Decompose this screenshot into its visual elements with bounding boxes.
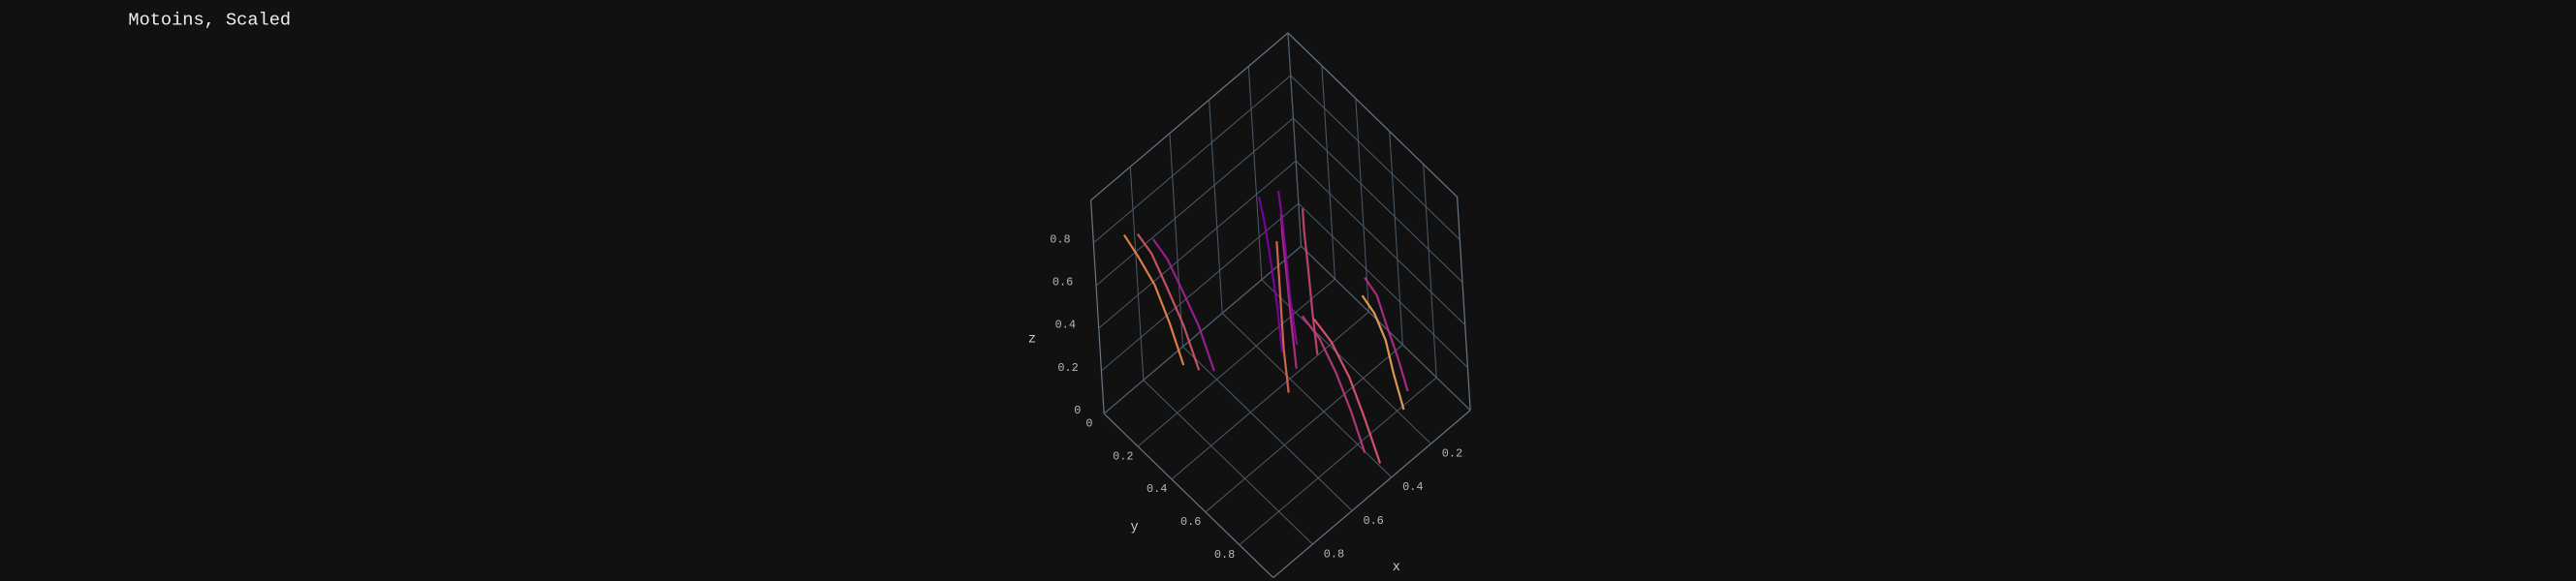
trace-line bbox=[1275, 241, 1290, 393]
z-grid-line-left bbox=[1103, 245, 1302, 414]
trace-line bbox=[1136, 233, 1201, 371]
y-grid-line-wall bbox=[1321, 65, 1335, 280]
trace-line bbox=[1312, 318, 1382, 464]
y-grid-line-wall bbox=[1287, 32, 1303, 247]
box-edge bbox=[1090, 199, 1105, 414]
y-tick-label: 0.4 bbox=[1147, 482, 1167, 496]
z-axis-title: z bbox=[1028, 333, 1036, 348]
y-axis-title: y bbox=[1130, 521, 1138, 535]
trace-line bbox=[1151, 238, 1215, 372]
y-tick-label: 0.8 bbox=[1214, 548, 1235, 562]
trace-line bbox=[1301, 315, 1367, 454]
y-grid-line-wall bbox=[1423, 164, 1437, 378]
z-grid-line-right bbox=[1298, 202, 1468, 369]
box-edge bbox=[1456, 197, 1471, 411]
box-edge bbox=[1090, 32, 1289, 201]
x-tick-label: 0.6 bbox=[1363, 514, 1383, 528]
box-edge bbox=[1272, 410, 1471, 579]
x-grid-line-wall bbox=[1129, 167, 1145, 381]
x-grid-line-wall bbox=[1169, 133, 1184, 347]
z-tick-label: 0.8 bbox=[1050, 233, 1070, 247]
x-tick-label: 0.2 bbox=[1442, 447, 1462, 461]
traces bbox=[1122, 191, 1409, 464]
grid bbox=[1090, 32, 1471, 579]
chart-title: Motoins, Scaled bbox=[128, 9, 291, 30]
x-grid-line-wall bbox=[1209, 100, 1223, 314]
axis-labels: 0.2 0.4 0.6 0.8 0 0.2 0.4 0.6 0.8 0 0.2 0.4 0.6 0.8 x y… bbox=[1028, 233, 1462, 576]
z-tick-label: 0 bbox=[1074, 404, 1081, 417]
x-grid-line-floor bbox=[1182, 346, 1353, 511]
x-grid-line-wall bbox=[1247, 66, 1263, 280]
y-grid-line-wall bbox=[1355, 98, 1369, 313]
z-grid-line-right bbox=[1293, 117, 1463, 283]
y-grid-line-wall bbox=[1389, 131, 1403, 345]
z-tick-label: 0.4 bbox=[1055, 319, 1076, 332]
trace-line bbox=[1277, 191, 1299, 346]
y-tick-label: 0.6 bbox=[1180, 515, 1201, 529]
y-grid-line-floor bbox=[1205, 344, 1403, 513]
box-edge bbox=[1103, 413, 1274, 579]
trace-line bbox=[1257, 197, 1284, 353]
z-tick-label: 0.2 bbox=[1057, 361, 1078, 375]
z-grid-line-left bbox=[1095, 117, 1294, 287]
trace-line bbox=[1361, 294, 1405, 411]
trace-line bbox=[1122, 233, 1185, 366]
x-grid-line-floor bbox=[1143, 380, 1313, 545]
box-edge bbox=[1287, 32, 1458, 198]
z-grid-line-right bbox=[1295, 160, 1466, 325]
x-axis-title: x bbox=[1393, 561, 1400, 575]
y-tick-label: 0.2 bbox=[1113, 449, 1133, 463]
x-tick-label: 0.8 bbox=[1324, 547, 1344, 561]
z-grid-line-right bbox=[1301, 245, 1471, 412]
trace-line bbox=[1301, 208, 1319, 355]
z-grid-line-right bbox=[1290, 75, 1461, 240]
x-tick-label: 0.4 bbox=[1402, 480, 1423, 494]
z-grid-line-left bbox=[1092, 75, 1292, 244]
trace-line bbox=[1364, 276, 1409, 392]
y-tick-label: 0 bbox=[1085, 416, 1092, 430]
z-tick-label: 0.6 bbox=[1052, 276, 1073, 290]
z-grid-line-left bbox=[1098, 160, 1297, 329]
y-grid-line-floor bbox=[1137, 278, 1335, 447]
y-grid-line-floor bbox=[1171, 311, 1369, 480]
